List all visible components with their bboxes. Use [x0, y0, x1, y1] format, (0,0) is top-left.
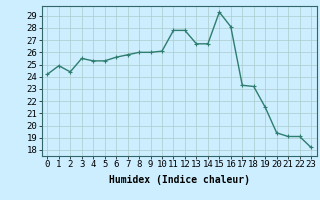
X-axis label: Humidex (Indice chaleur): Humidex (Indice chaleur)	[109, 175, 250, 185]
